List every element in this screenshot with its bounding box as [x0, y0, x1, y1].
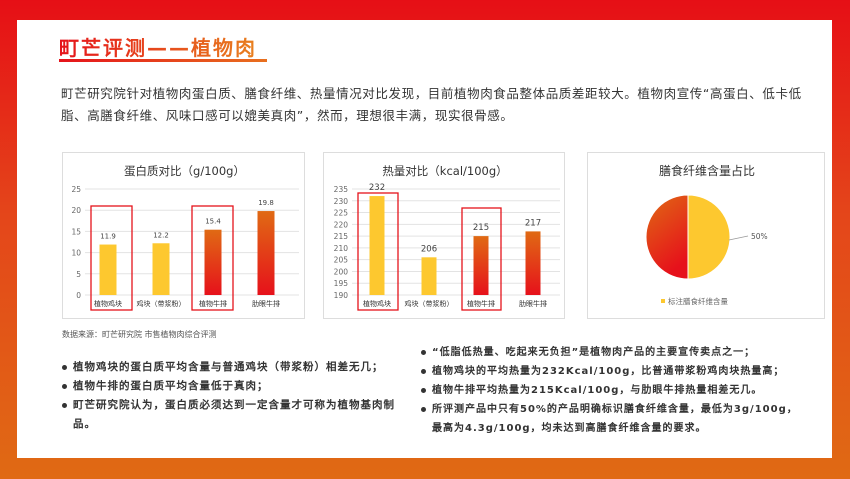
title-underline — [59, 59, 267, 62]
bullet-item: 植物鸡块的蛋白质平均含量与普通鸡块（带浆粉）相差无几； — [62, 358, 402, 377]
bar-植物鸡块 — [99, 244, 117, 295]
highlight-box — [90, 205, 133, 311]
y-tick-label: 15 — [71, 227, 81, 236]
x-tick-label: 肋眼牛排 — [519, 299, 547, 308]
x-tick-label: 植物鸡块 — [94, 299, 122, 308]
y-tick-label: 215 — [334, 232, 349, 241]
bar-鸡块（带浆粉） — [421, 257, 437, 295]
page-title: 町芒评测——植物肉 — [59, 32, 257, 61]
left-bullet-list: 植物鸡块的蛋白质平均含量与普通鸡块（带浆粉）相差无几； 植物牛排的蛋白质平均含量… — [62, 358, 402, 434]
chart-title: 膳食纤维含量占比 — [659, 163, 755, 178]
x-tick-label: 鸡块（带浆粉） — [137, 299, 186, 308]
y-tick-label: 200 — [334, 267, 349, 276]
y-tick-label: 10 — [71, 249, 81, 258]
bullet-item: “低脂低热量、吃起来无负担”是植物肉产品的主要宣传卖点之一； — [421, 343, 801, 362]
protein-chart: 蛋白质对比（g/100g） 0 5 10 15 20 25 11.9 植物鸡块 12.2 鸡块（带浆… — [62, 152, 305, 319]
y-tick-label: 235 — [334, 185, 349, 194]
leader-line — [728, 235, 749, 241]
x-tick-label: 植物牛排 — [199, 299, 227, 308]
y-tick-label: 220 — [334, 220, 349, 229]
pie-slice-labeled — [687, 194, 731, 280]
highlight-box — [357, 192, 399, 311]
data-label: 12.2 — [153, 231, 169, 239]
data-label: 217 — [525, 218, 541, 228]
y-tick-label: 20 — [71, 206, 81, 215]
y-tick-label: 230 — [334, 197, 349, 206]
y-tick-label: 225 — [334, 209, 349, 218]
data-label: 15.4 — [205, 218, 221, 226]
bullet-item: 植物牛排平均热量为215Kcal/100g，与肋眼牛排热量相差无几。 — [421, 381, 801, 400]
y-tick-label: 205 — [334, 256, 349, 265]
legend-swatch — [661, 299, 665, 303]
bar-肋眼牛排 — [257, 211, 275, 295]
data-label: 215 — [473, 223, 489, 233]
highlight-box — [191, 205, 234, 311]
x-tick-label: 肋眼牛排 — [252, 299, 280, 308]
right-bullet-list: “低脂低热量、吃起来无负担”是植物肉产品的主要宣传卖点之一； 植物鸡块的平均热量… — [421, 343, 801, 438]
bullet-item: 町芒研究院认为，蛋白质必须达到一定含量才可称为植物基肉制品。 — [62, 396, 402, 434]
x-tick-label: 鸡块（带浆粉） — [405, 299, 454, 308]
fiber-pie-chart: 膳食纤维含量占比 50% 标注膳食纤维含量 — [587, 152, 825, 319]
data-label: 232 — [369, 183, 385, 193]
bullet-item: 植物鸡块的平均热量为232Kcal/100g，比普通带浆粉鸡肉块热量高； — [421, 362, 801, 381]
highlight-box — [461, 207, 502, 311]
legend-label: 标注膳食纤维含量 — [668, 296, 728, 306]
data-label: 206 — [421, 244, 437, 254]
y-tick-label: 190 — [334, 291, 349, 300]
y-tick-label: 25 — [71, 185, 81, 194]
x-tick-label: 植物牛排 — [467, 299, 495, 308]
intro-paragraph: 町芒研究院针对植物肉蛋白质、膳食纤维、热量情况对比发现，目前植物肉食品整体品质差… — [61, 86, 802, 123]
y-tick-label: 195 — [334, 279, 349, 288]
bar-植物牛排 — [473, 236, 489, 295]
bar-鸡块（带浆粉） — [152, 243, 170, 295]
data-label: 11.9 — [100, 233, 116, 241]
y-tick-label: 0 — [76, 291, 81, 300]
pie-slice-unlabeled — [645, 194, 689, 280]
data-source-note: 数据来源：町芒研究院 市售植物肉综合评测 — [62, 330, 217, 339]
chart-title: 热量对比（kcal/100g） — [382, 164, 507, 178]
y-tick-label: 210 — [334, 244, 349, 253]
bar-植物鸡块 — [369, 196, 385, 295]
calorie-chart: 热量对比（kcal/100g） 190 195 200 205 210 215 220 225 2… — [323, 152, 565, 319]
bullet-item: 所评测产品中只有50%的产品明确标识膳食纤维含量，最低为3g/100g，最高为4… — [421, 400, 801, 438]
bullet-item: 植物牛排的蛋白质平均含量低于真肉； — [62, 377, 402, 396]
bar-肋眼牛排 — [525, 231, 541, 295]
bar-植物牛排 — [204, 229, 222, 295]
data-label: 50% — [751, 232, 768, 241]
y-tick-label: 5 — [76, 270, 81, 279]
data-label: 19.8 — [258, 199, 274, 207]
x-tick-label: 植物鸡块 — [363, 299, 391, 308]
chart-title: 蛋白质对比（g/100g） — [124, 164, 245, 178]
